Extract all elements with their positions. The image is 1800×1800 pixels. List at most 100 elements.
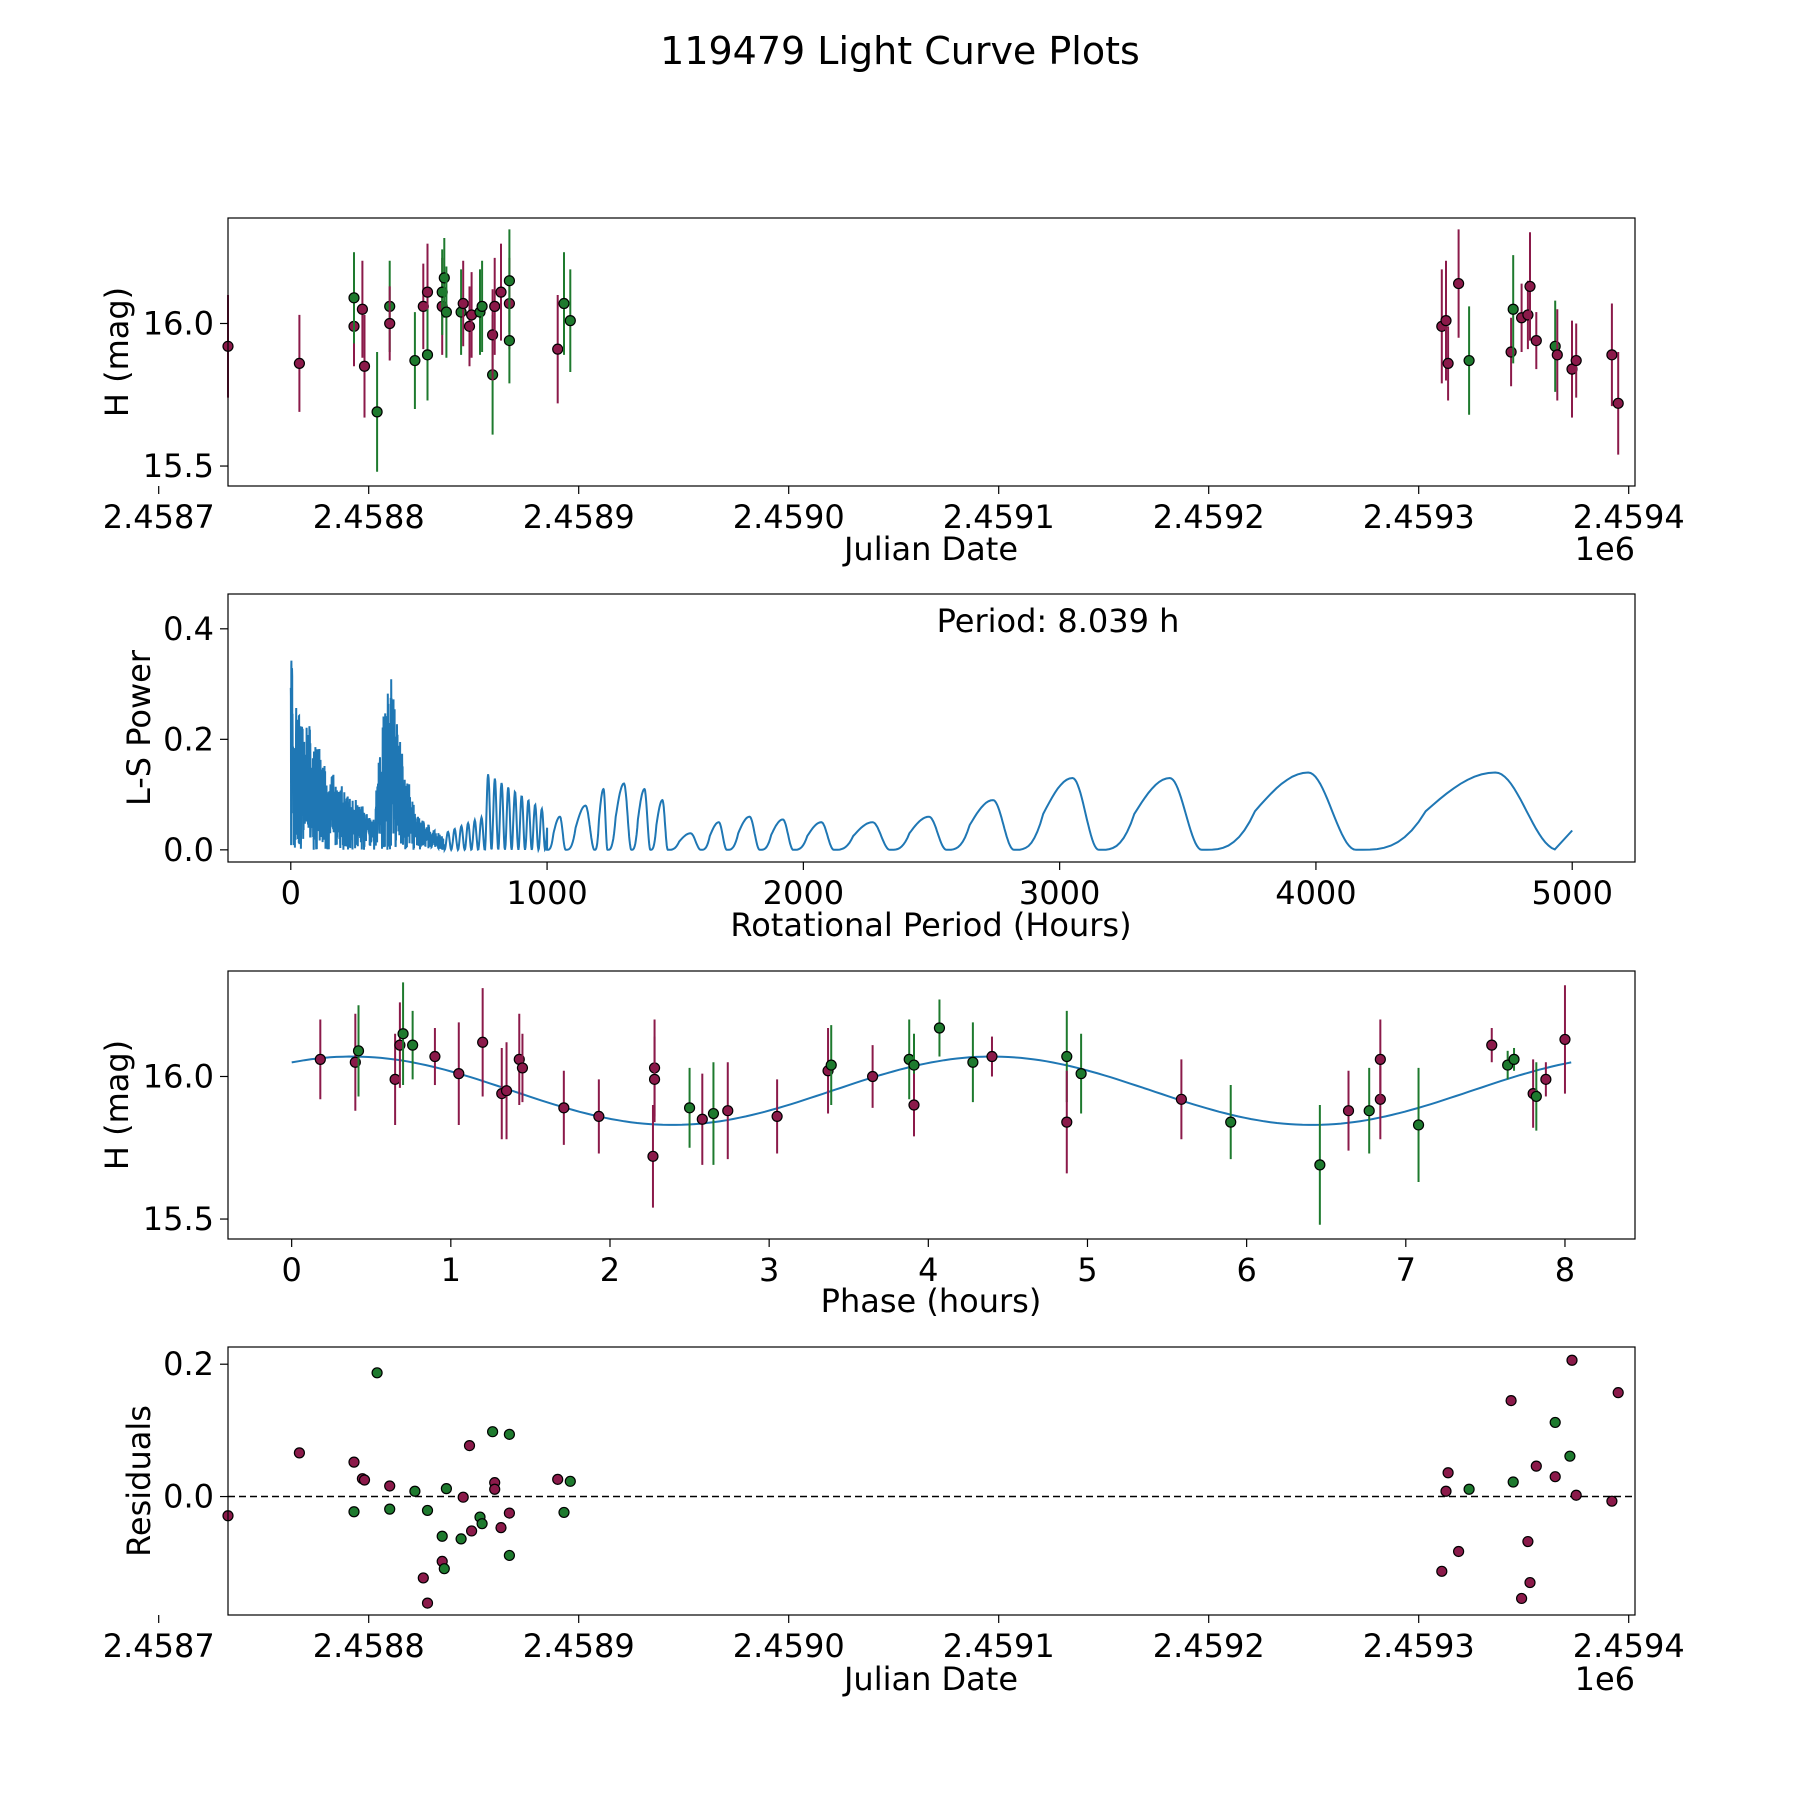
data-point (1522, 1535, 1534, 1548)
data-point (358, 1474, 371, 1486)
data-point (438, 1563, 450, 1575)
data-point (1564, 1450, 1576, 1462)
data-point (463, 320, 476, 332)
data-point (421, 1504, 434, 1517)
data-point (1486, 1039, 1498, 1051)
data-point (421, 349, 434, 361)
data-point (429, 1050, 441, 1063)
periodogram-y-label: L-S Power (120, 649, 158, 806)
data-point (1612, 397, 1624, 409)
data-point (314, 1053, 326, 1065)
data-point (487, 1426, 499, 1438)
data-point (1463, 354, 1475, 367)
data-point (397, 1028, 409, 1040)
data-point (489, 1483, 501, 1495)
periodogram-plot-area (289, 660, 1573, 854)
data-point (1508, 1053, 1520, 1065)
x-tick-label: 2.4593 (1363, 498, 1475, 536)
data-point (1452, 1545, 1465, 1558)
data-point (487, 329, 499, 341)
residuals-panel: 2.4587 2.4588 2.4589 2.4590 2.4591 2.4592 2.45… (103, 1345, 1685, 1698)
x-tick-label: 2.4594 (1573, 498, 1685, 536)
phased-plot-area (291, 982, 1572, 1225)
data-point (457, 1491, 469, 1503)
data-point (1570, 354, 1582, 367)
lightcurve-y-ticks: 15.5 16.0 (143, 304, 228, 485)
data-point (1522, 309, 1534, 321)
data-point (933, 1022, 946, 1034)
data-point (558, 297, 570, 310)
phased-y-ticks: 15.5 16.0 (143, 1057, 228, 1238)
data-point (1075, 1068, 1087, 1080)
x-tick-label: 2.4592 (1153, 498, 1265, 536)
data-point (476, 1518, 488, 1530)
y-tick-label: 16.0 (143, 304, 214, 342)
phased-panel: 0 1 2 3 4 5 6 7 8 15.5 16.0 Phase (hours) H (mag) (98, 970, 1636, 1320)
data-point (371, 1367, 383, 1379)
data-point (384, 1503, 396, 1515)
data-point (1549, 1471, 1561, 1483)
y-tick-label: 0.0 (163, 1478, 214, 1516)
data-point (552, 1473, 564, 1485)
y-tick-label: 15.5 (143, 447, 214, 485)
data-point (564, 315, 576, 327)
data-point (722, 1105, 734, 1117)
data-point (1442, 357, 1454, 370)
data-point (500, 1085, 513, 1097)
data-point (463, 1439, 476, 1452)
data-point (908, 1099, 920, 1111)
data-point (476, 300, 488, 312)
data-point (1524, 1576, 1536, 1589)
data-point (466, 1525, 478, 1537)
phased-axes-frame (227, 970, 1636, 1240)
data-point (1507, 1476, 1519, 1488)
residuals-y-label: Residuals (120, 1405, 158, 1557)
lightcurve-axes-frame (227, 217, 1636, 487)
data-point (647, 1150, 659, 1162)
data-point (348, 1506, 360, 1518)
periodogram-line (289, 660, 1573, 854)
figure-title: 119479 Light Curve Plots (660, 29, 1140, 73)
data-point (564, 1475, 576, 1487)
data-point (1374, 1053, 1386, 1065)
x-tick-label: 2.4591 (943, 1627, 1055, 1665)
data-point (707, 1107, 720, 1120)
data-point (1436, 1565, 1448, 1577)
data-point (1524, 280, 1536, 293)
data-point (1515, 1592, 1528, 1605)
data-point (1175, 1093, 1187, 1105)
x-tick-label: 2.4590 (733, 498, 845, 536)
data-point (986, 1050, 998, 1063)
data-point (1505, 346, 1517, 358)
data-point (1530, 1460, 1542, 1472)
residuals-axes-frame (227, 1346, 1636, 1616)
data-point (409, 1485, 421, 1497)
data-point (1559, 1033, 1571, 1046)
x-tick-label: 2.4588 (313, 1627, 425, 1665)
data-point (558, 1506, 570, 1519)
residuals-plot-area (222, 1354, 1635, 1609)
lightcurve-x-ticks: 2.4587 2.4588 2.4589 2.4590 2.4591 2.4592 2.45… (103, 486, 1685, 536)
x-tick-label: 8 (1555, 1251, 1575, 1289)
data-point (384, 317, 396, 330)
data-point (421, 286, 434, 298)
data-point (440, 1483, 452, 1495)
x-tick-label: 5000 (1531, 874, 1612, 912)
x-tick-label: 2.4588 (313, 498, 425, 536)
lightcurve-panel: 2.4587 2.4588 2.4589 2.4590 2.4591 2.4592 2.45… (98, 217, 1685, 568)
data-point (358, 360, 371, 372)
x-tick-label: 0 (281, 874, 301, 912)
x-tick-label: 2000 (763, 874, 844, 912)
data-point (1061, 1116, 1073, 1128)
periodogram-annotation: Period: 8.039 h (937, 602, 1180, 640)
phased-x-ticks: 0 1 2 3 4 5 6 7 8 (281, 1239, 1575, 1289)
data-point (503, 1549, 515, 1562)
data-point (1530, 334, 1542, 347)
data-point (1540, 1073, 1552, 1085)
x-tick-label: 0 (281, 1251, 301, 1289)
phased-x-label: Phase (hours) (821, 1282, 1042, 1320)
y-tick-label: 0.2 (163, 720, 214, 758)
data-point (1225, 1116, 1237, 1128)
data-point (352, 1045, 365, 1057)
data-point (495, 1522, 507, 1534)
